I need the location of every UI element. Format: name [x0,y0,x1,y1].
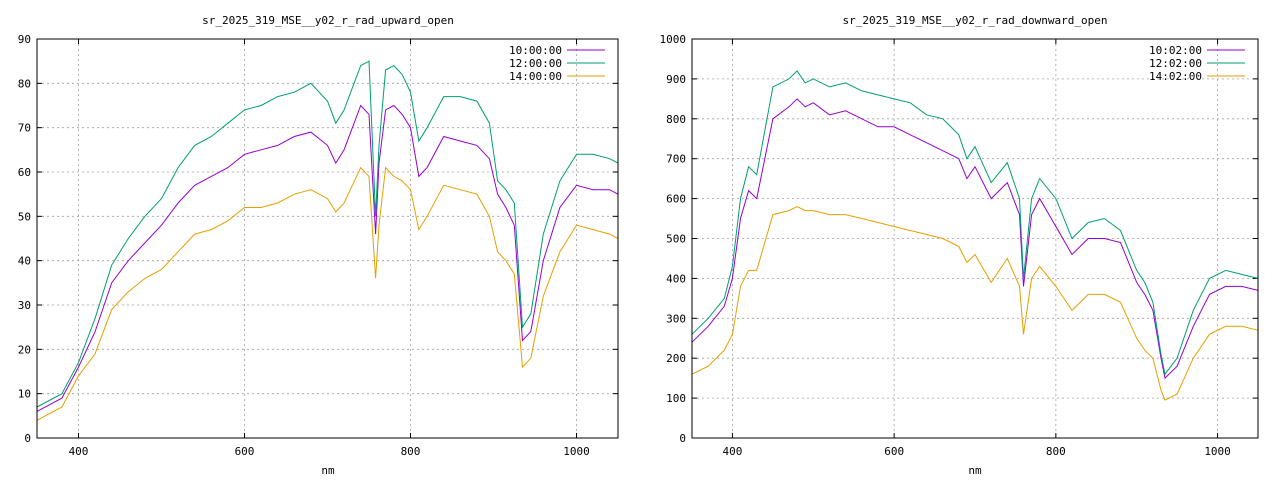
x-tick-label: 800 [1046,445,1066,458]
y-tick-label: 80 [18,77,31,90]
series-line-1 [36,60,619,408]
legend-label: 10:00:00 [509,44,562,57]
x-tick-label: 400 [722,445,742,458]
legend-label: 10:02:00 [1149,44,1202,57]
grid-lines [692,38,1258,439]
y-tick-label: 90 [18,33,31,46]
x-axis-label: nm [968,464,982,477]
y-tick-label: 900 [666,73,686,86]
y-tick-label: 20 [18,343,31,356]
upward-chart-panel: sr_2025_319_MSE__y02_r_rad_upward_open n… [18,14,619,477]
x-tick-label: 1000 [1204,445,1231,458]
grid-lines [37,38,618,439]
y-tick-label: 60 [18,166,31,179]
y-tick-label: 1000 [660,33,687,46]
y-tick-label: 30 [18,299,31,312]
downward-chart: sr_2025_319_MSE__y02_r_rad_downward_open… [660,14,1259,477]
legend-label: 12:02:00 [1149,57,1202,70]
plot-lines [36,60,619,421]
x-tick-label: 1000 [563,445,590,458]
y-tick-label: 200 [666,352,686,365]
chart-title: sr_2025_319_MSE__y02_r_rad_downward_open [843,14,1108,27]
y-tick-label: 70 [18,122,31,135]
plot-lines [691,70,1259,401]
upward-chart: sr_2025_319_MSE__y02_r_rad_upward_open n… [18,14,619,477]
y-tick-label: 0 [679,432,686,445]
y-tick-label: 0 [24,432,31,445]
y-tick-label: 400 [666,272,686,285]
y-tick-label: 40 [18,255,31,268]
y-tick-label: 100 [666,392,686,405]
series-line-2 [691,206,1259,401]
chart-title: sr_2025_319_MSE__y02_r_rad_upward_open [202,14,454,27]
x-tick-label: 600 [884,445,904,458]
legend-label: 12:00:00 [509,57,562,70]
y-tick-label: 700 [666,153,686,166]
legend-label: 14:00:00 [509,70,562,83]
series-line-0 [691,98,1259,380]
plot-frame [691,38,1259,439]
legend-label: 14:02:00 [1149,70,1202,83]
y-tick-label: 10 [18,388,31,401]
plot-frame [36,38,619,439]
x-tick-label: 800 [401,445,421,458]
y-tick-label: 300 [666,312,686,325]
x-axis-label: nm [321,464,335,477]
y-tick-label: 500 [666,233,686,246]
y-tick-label: 50 [18,210,31,223]
series-line-1 [691,70,1259,376]
y-tick-label: 800 [666,113,686,126]
series-line-0 [36,104,619,412]
x-tick-label: 600 [235,445,255,458]
series-line-2 [36,166,619,421]
x-tick-label: 400 [69,445,89,458]
y-tick-label: 600 [666,193,686,206]
downward-chart-panel: sr_2025_319_MSE__y02_r_rad_downward_open… [640,0,1280,480]
